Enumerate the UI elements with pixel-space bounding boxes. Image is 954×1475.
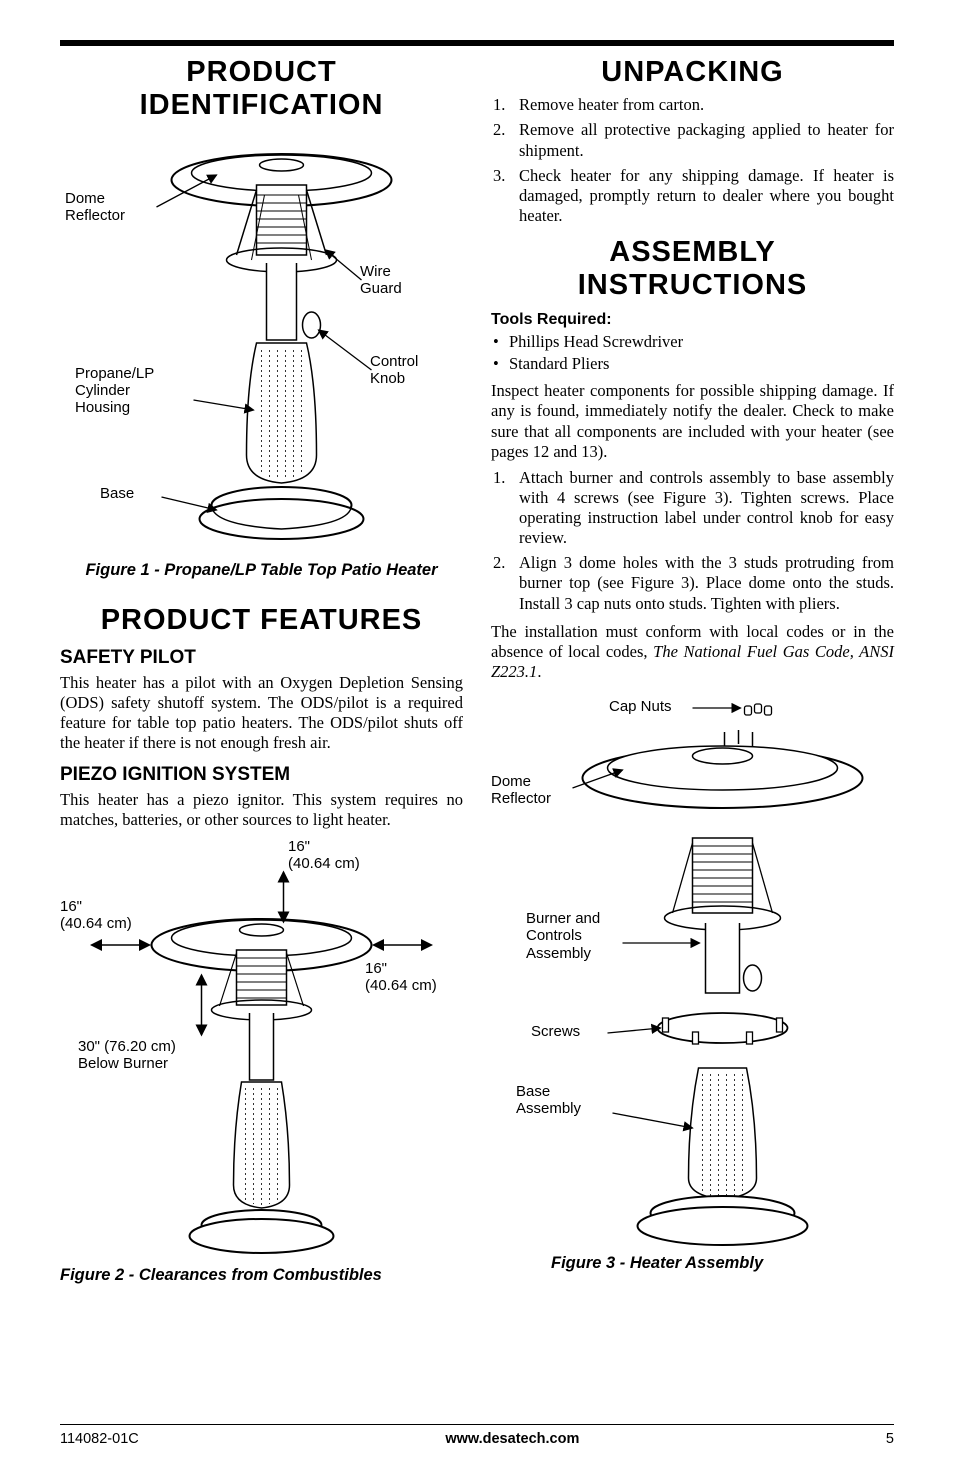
- figure-3: Cap Nuts Dome Reflector Burner and Contr…: [491, 688, 894, 1248]
- inspect-body: Inspect heater components for possible s…: [491, 381, 894, 462]
- safety-pilot-body: This heater has a pilot with an Oxygen D…: [60, 673, 463, 754]
- conform-text: The installation must conform with local…: [491, 622, 894, 682]
- top-rule: [60, 40, 894, 46]
- fig2-label-left: 16" (40.64 cm): [60, 898, 132, 933]
- piezo-title: PIEZO IGNITION SYSTEM: [60, 764, 463, 786]
- list-item: Remove all protective packaging applied …: [491, 120, 894, 160]
- figure-1-caption: Figure 1 - Propane/LP Table Top Patio He…: [60, 561, 463, 580]
- figure-1: Dome Reflector Wire Guard Control Knob P…: [60, 125, 463, 555]
- fig1-label-base: Base: [100, 485, 134, 502]
- fig2-label-top: 16" (40.64 cm): [288, 838, 360, 873]
- fig3-label-burner: Burner and Controls Assembly: [526, 910, 600, 962]
- fig3-label-screws: Screws: [531, 1023, 580, 1040]
- figure-3-caption: Figure 3 - Heater Assembly: [491, 1254, 894, 1273]
- list-item: Standard Pliers: [491, 353, 894, 375]
- fig1-label-control-knob: Control Knob: [370, 353, 418, 388]
- piezo-body: This heater has a piezo ignitor. This sy…: [60, 790, 463, 830]
- figure-3-svg: [491, 688, 894, 1248]
- footer-center: www.desatech.com: [445, 1431, 579, 1447]
- right-column: UNPACKING Remove heater from carton. Rem…: [491, 56, 894, 1285]
- heading-product-features: PRODUCT FEATURES: [60, 604, 463, 637]
- figure-2: 16" (40.64 cm) 16" (40.64 cm) 16" (40.64…: [60, 830, 463, 1260]
- page-footer: 114082-01C www.desatech.com 5: [60, 1424, 894, 1447]
- fig3-label-dome: Dome Reflector: [491, 773, 551, 808]
- list-item: Attach burner and controls assembly to b…: [491, 468, 894, 549]
- list-item: Remove heater from carton.: [491, 95, 894, 115]
- fig1-label-dome: Dome Reflector: [65, 190, 125, 225]
- fig2-label-right: 16" (40.64 cm): [365, 960, 437, 995]
- figure-2-caption: Figure 2 - Clearances from Combustibles: [60, 1266, 463, 1285]
- assembly-steps: Attach burner and controls assembly to b…: [491, 468, 894, 614]
- fig2-label-below: 30" (76.20 cm) Below Burner: [78, 1038, 176, 1073]
- fig1-label-propane: Propane/LP Cylinder Housing: [75, 365, 154, 417]
- fig1-label-wire-guard: Wire Guard: [360, 263, 402, 298]
- list-item: Align 3 dome holes with the 3 studs prot…: [491, 553, 894, 613]
- tools-list: Phillips Head Screwdriver Standard Plier…: [491, 331, 894, 376]
- fig3-label-base: Base Assembly: [516, 1083, 581, 1118]
- heading-assembly: ASSEMBLY INSTRUCTIONS: [491, 236, 894, 303]
- unpacking-list: Remove heater from carton. Remove all pr…: [491, 95, 894, 226]
- heading-unpacking: UNPACKING: [491, 56, 894, 89]
- fig3-label-capnuts: Cap Nuts: [609, 698, 672, 715]
- safety-pilot-title: SAFETY PILOT: [60, 647, 463, 669]
- footer-left: 114082-01C: [60, 1431, 139, 1447]
- left-column: PRODUCT IDENTIFICATION: [60, 56, 463, 1285]
- conform-suffix: .: [537, 662, 541, 681]
- footer-page-number: 5: [886, 1431, 894, 1447]
- heading-product-identification: PRODUCT IDENTIFICATION: [60, 56, 463, 123]
- list-item: Phillips Head Screwdriver: [491, 331, 894, 353]
- footer-rule: [60, 1424, 894, 1425]
- content-columns: PRODUCT IDENTIFICATION: [60, 56, 894, 1285]
- list-item: Check heater for any shipping damage. If…: [491, 166, 894, 226]
- tools-required-label: Tools Required:: [491, 311, 894, 329]
